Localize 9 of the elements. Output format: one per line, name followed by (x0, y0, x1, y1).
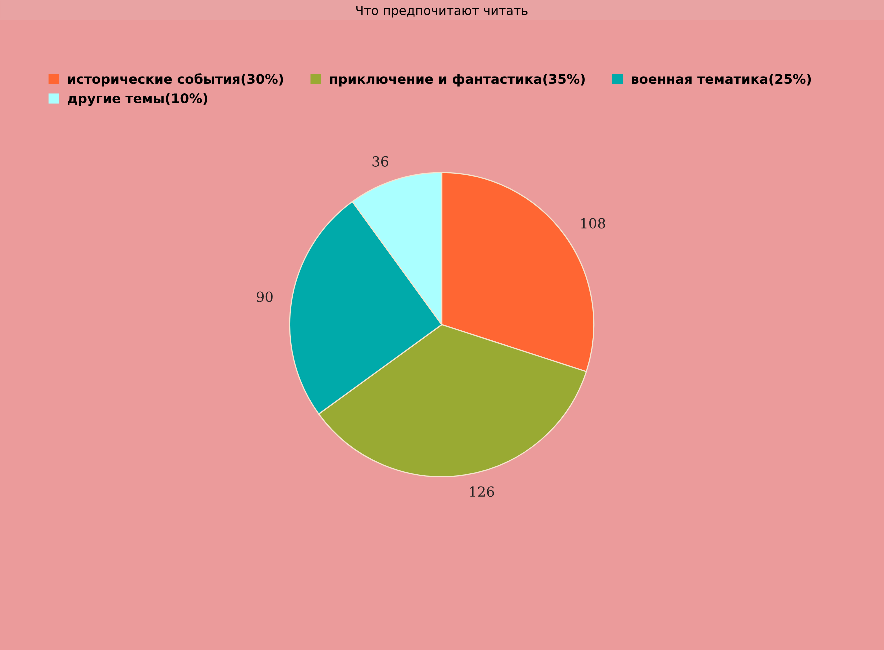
chart-title: Что предпочитают читать (356, 6, 528, 18)
data-label: 108 (581, 218, 606, 229)
data-label: 90 (257, 292, 273, 302)
data-label: 36 (372, 156, 388, 167)
legend-label: военная тематика(25%) (632, 74, 812, 86)
data-label: 126 (470, 486, 494, 498)
legend-label: исторические события(30%) (68, 74, 284, 87)
legend-label: приключение и фантастика(35%) (330, 74, 585, 87)
legend-label: другие темы(10%) (68, 93, 208, 106)
